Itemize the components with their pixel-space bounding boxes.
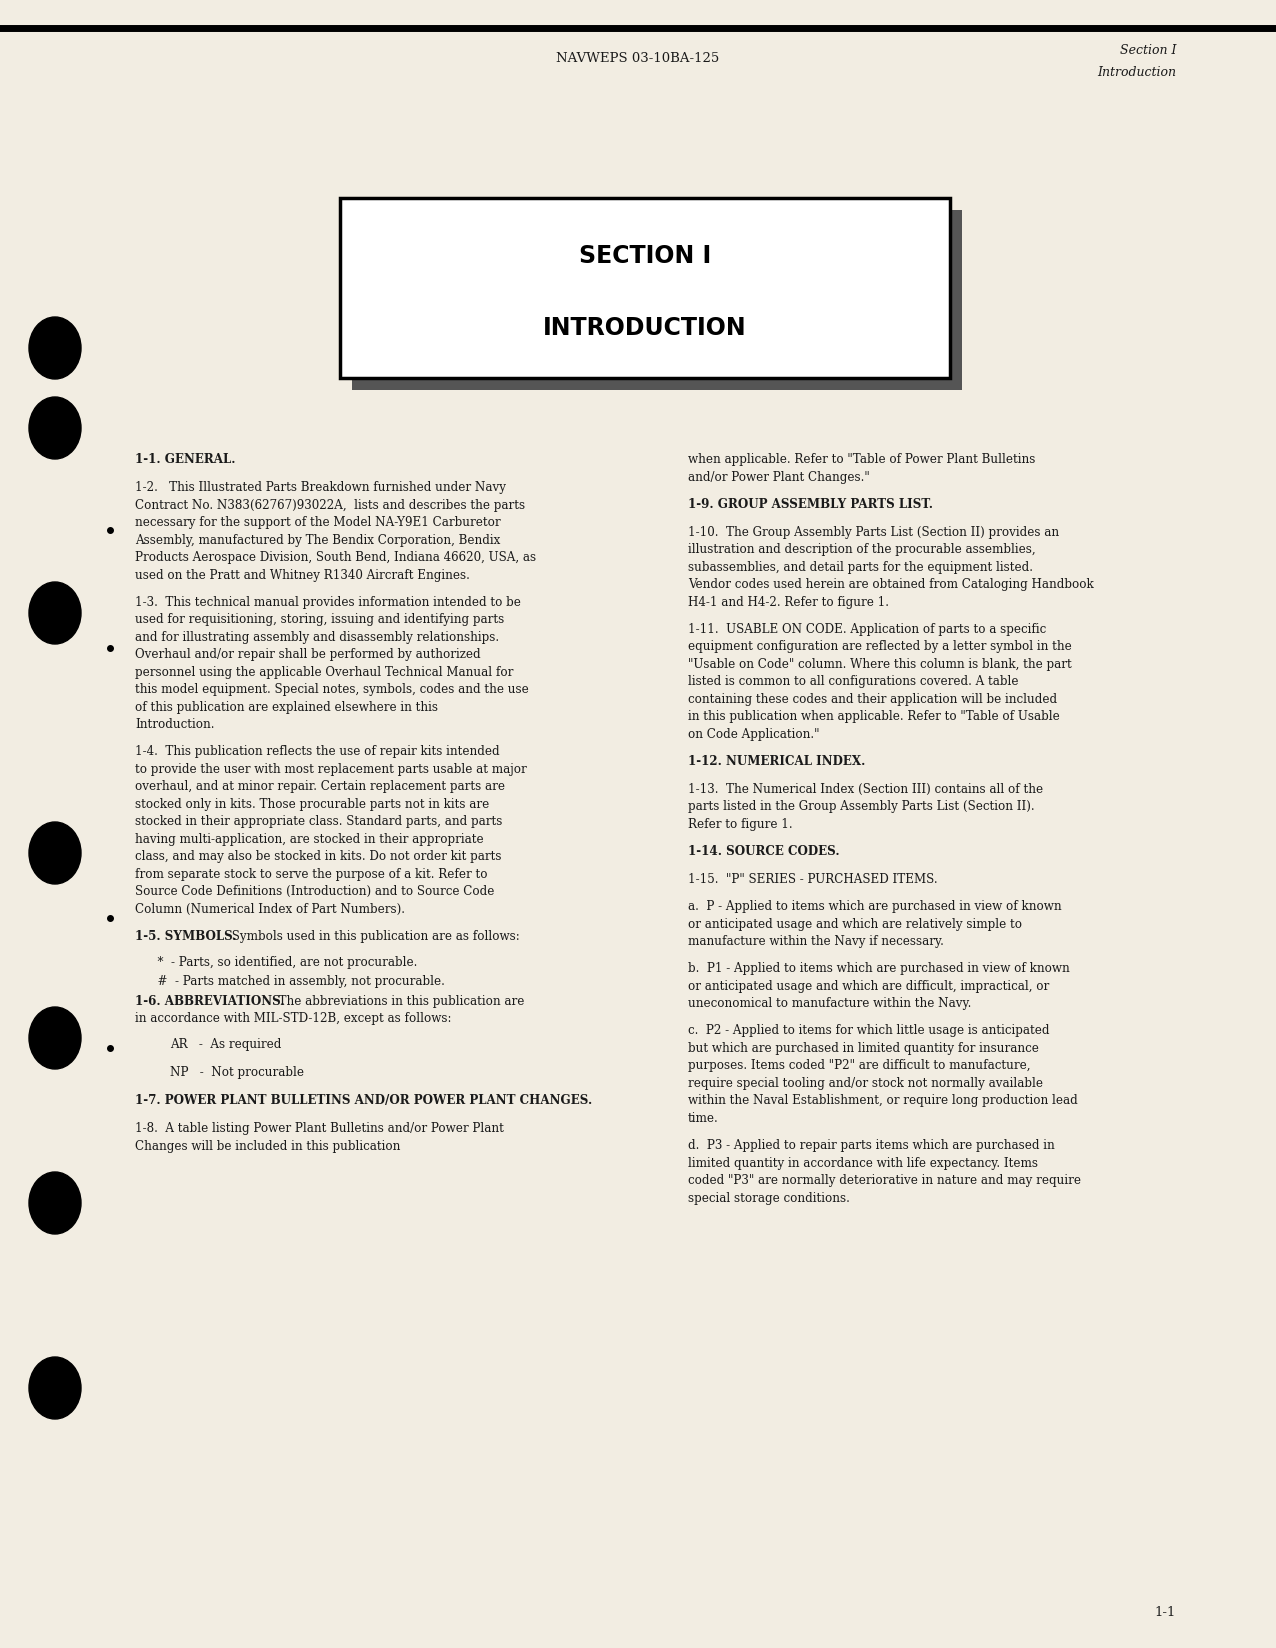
Text: 1-14. SOURCE CODES.: 1-14. SOURCE CODES.	[688, 845, 840, 859]
Text: 1-12. NUMERICAL INDEX.: 1-12. NUMERICAL INDEX.	[688, 755, 865, 768]
Text: Symbols used in this publication are as follows:: Symbols used in this publication are as …	[228, 929, 519, 943]
Text: coded "P3" are normally deteriorative in nature and may require: coded "P3" are normally deteriorative in…	[688, 1173, 1081, 1187]
Text: *  - Parts, so identified, are not procurable.: * - Parts, so identified, are not procur…	[151, 956, 417, 969]
Text: necessary for the support of the Model NA-Y9E1 Carburetor: necessary for the support of the Model N…	[135, 516, 500, 529]
Text: stocked only in kits. Those procurable parts not in kits are: stocked only in kits. Those procurable p…	[135, 798, 489, 811]
Text: 1-1: 1-1	[1155, 1607, 1176, 1620]
Text: overhaul, and at minor repair. Certain replacement parts are: overhaul, and at minor repair. Certain r…	[135, 780, 505, 793]
Text: AR   -  As required: AR - As required	[170, 1038, 282, 1051]
Text: "Usable on Code" column. Where this column is blank, the part: "Usable on Code" column. Where this colu…	[688, 658, 1072, 671]
Text: 1-5. SYMBOLS.: 1-5. SYMBOLS.	[135, 929, 236, 943]
Text: special storage conditions.: special storage conditions.	[688, 1192, 850, 1205]
Text: Introduction.: Introduction.	[135, 719, 214, 732]
Text: having multi-application, are stocked in their appropriate: having multi-application, are stocked in…	[135, 832, 484, 845]
Text: Products Aerospace Division, South Bend, Indiana 46620, USA, as: Products Aerospace Division, South Bend,…	[135, 550, 536, 564]
Text: Contract No. N383(62767)93022A,  lists and describes the parts: Contract No. N383(62767)93022A, lists an…	[135, 498, 526, 511]
Text: d.  P3 - Applied to repair parts items which are purchased in: d. P3 - Applied to repair parts items wh…	[688, 1139, 1055, 1152]
Text: limited quantity in accordance with life expectancy. Items: limited quantity in accordance with life…	[688, 1157, 1037, 1170]
Text: parts listed in the Group Assembly Parts List (Section II).: parts listed in the Group Assembly Parts…	[688, 801, 1035, 814]
Text: to provide the user with most replacement parts usable at major: to provide the user with most replacemen…	[135, 763, 527, 776]
Text: listed is common to all configurations covered. A table: listed is common to all configurations c…	[688, 676, 1018, 689]
Text: subassemblies, and detail parts for the equipment listed.: subassemblies, and detail parts for the …	[688, 560, 1034, 574]
Text: INTRODUCTION: INTRODUCTION	[544, 316, 746, 339]
Text: personnel using the applicable Overhaul Technical Manual for: personnel using the applicable Overhaul …	[135, 666, 513, 679]
Text: 1-15.  "P" SERIES - PURCHASED ITEMS.: 1-15. "P" SERIES - PURCHASED ITEMS.	[688, 873, 938, 887]
Text: class, and may also be stocked in kits. Do not order kit parts: class, and may also be stocked in kits. …	[135, 850, 501, 864]
Text: illustration and description of the procurable assemblies,: illustration and description of the proc…	[688, 544, 1036, 555]
Text: #  - Parts matched in assembly, not procurable.: # - Parts matched in assembly, not procu…	[151, 976, 445, 989]
Text: in this publication when applicable. Refer to "Table of Usable: in this publication when applicable. Ref…	[688, 710, 1060, 723]
Text: manufacture within the Navy if necessary.: manufacture within the Navy if necessary…	[688, 934, 944, 948]
Text: 1-3.  This technical manual provides information intended to be: 1-3. This technical manual provides info…	[135, 595, 521, 608]
Text: used on the Pratt and Whitney R1340 Aircraft Engines.: used on the Pratt and Whitney R1340 Airc…	[135, 569, 470, 582]
Text: 1-10.  The Group Assembly Parts List (Section II) provides an: 1-10. The Group Assembly Parts List (Sec…	[688, 526, 1059, 539]
Text: Vendor codes used herein are obtained from Cataloging Handbook: Vendor codes used herein are obtained fr…	[688, 578, 1094, 592]
Ellipse shape	[29, 822, 80, 883]
Text: or anticipated usage and which are difficult, impractical, or: or anticipated usage and which are diffi…	[688, 981, 1049, 992]
Ellipse shape	[29, 1172, 80, 1234]
Text: 1-8.  A table listing Power Plant Bulletins and/or Power Plant: 1-8. A table listing Power Plant Bulleti…	[135, 1122, 504, 1135]
Text: in accordance with MIL-STD-12B, except as follows:: in accordance with MIL-STD-12B, except a…	[135, 1012, 452, 1025]
Text: 1-2.   This Illustrated Parts Breakdown furnished under Navy: 1-2. This Illustrated Parts Breakdown fu…	[135, 481, 507, 494]
Text: Column (Numerical Index of Part Numbers).: Column (Numerical Index of Part Numbers)…	[135, 903, 404, 916]
Text: this model equipment. Special notes, symbols, codes and the use: this model equipment. Special notes, sym…	[135, 684, 528, 695]
Text: 1-1. GENERAL.: 1-1. GENERAL.	[135, 453, 236, 466]
Text: containing these codes and their application will be included: containing these codes and their applica…	[688, 692, 1057, 705]
Text: SECTION I: SECTION I	[579, 244, 711, 267]
Ellipse shape	[29, 582, 80, 644]
Ellipse shape	[29, 1356, 80, 1419]
Text: purposes. Items coded "P2" are difficult to manufacture,: purposes. Items coded "P2" are difficult…	[688, 1060, 1031, 1073]
Text: of this publication are explained elsewhere in this: of this publication are explained elsewh…	[135, 700, 438, 714]
Text: 1-7. POWER PLANT BULLETINS AND/OR POWER PLANT CHANGES.: 1-7. POWER PLANT BULLETINS AND/OR POWER …	[135, 1094, 592, 1107]
Text: Introduction: Introduction	[1097, 66, 1176, 79]
Text: Section I: Section I	[1119, 43, 1176, 56]
Text: but which are purchased in limited quantity for insurance: but which are purchased in limited quant…	[688, 1042, 1039, 1055]
Text: stocked in their appropriate class. Standard parts, and parts: stocked in their appropriate class. Stan…	[135, 816, 503, 829]
Text: c.  P2 - Applied to items for which little usage is anticipated: c. P2 - Applied to items for which littl…	[688, 1025, 1049, 1037]
Text: time.: time.	[688, 1112, 718, 1126]
Ellipse shape	[29, 397, 80, 460]
Text: Changes will be included in this publication: Changes will be included in this publica…	[135, 1140, 401, 1154]
Text: used for requisitioning, storing, issuing and identifying parts: used for requisitioning, storing, issuin…	[135, 613, 504, 626]
Text: Refer to figure 1.: Refer to figure 1.	[688, 817, 792, 831]
Text: when applicable. Refer to "Table of Power Plant Bulletins: when applicable. Refer to "Table of Powe…	[688, 453, 1035, 466]
Text: require special tooling and/or stock not normally available: require special tooling and/or stock not…	[688, 1076, 1042, 1089]
Bar	[339, 198, 951, 377]
Text: 1-4.  This publication reflects the use of repair kits intended: 1-4. This publication reflects the use o…	[135, 745, 500, 758]
Text: and/or Power Plant Changes.": and/or Power Plant Changes."	[688, 470, 870, 483]
Ellipse shape	[29, 316, 80, 379]
Text: NAVWEPS 03-10BA-125: NAVWEPS 03-10BA-125	[556, 51, 720, 64]
Text: a.  P - Applied to items which are purchased in view of known: a. P - Applied to items which are purcha…	[688, 900, 1062, 913]
Text: NP   -  Not procurable: NP - Not procurable	[170, 1066, 304, 1079]
Ellipse shape	[29, 1007, 80, 1070]
Text: and for illustrating assembly and disassembly relationships.: and for illustrating assembly and disass…	[135, 631, 499, 644]
Text: 1-6. ABBREVIATIONS.: 1-6. ABBREVIATIONS.	[135, 995, 285, 1007]
Bar	[352, 209, 962, 391]
Text: Assembly, manufactured by The Bendix Corporation, Bendix: Assembly, manufactured by The Bendix Cor…	[135, 534, 500, 547]
Text: Source Code Definitions (Introduction) and to Source Code: Source Code Definitions (Introduction) a…	[135, 885, 494, 898]
Text: within the Naval Establishment, or require long production lead: within the Naval Establishment, or requi…	[688, 1094, 1078, 1107]
Text: or anticipated usage and which are relatively simple to: or anticipated usage and which are relat…	[688, 918, 1022, 931]
Text: Overhaul and/or repair shall be performed by authorized: Overhaul and/or repair shall be performe…	[135, 648, 481, 661]
Text: on Code Application.": on Code Application."	[688, 728, 819, 740]
Text: equipment configuration are reflected by a letter symbol in the: equipment configuration are reflected by…	[688, 641, 1072, 653]
Text: 1-13.  The Numerical Index (Section III) contains all of the: 1-13. The Numerical Index (Section III) …	[688, 783, 1042, 796]
Text: uneconomical to manufacture within the Navy.: uneconomical to manufacture within the N…	[688, 997, 971, 1010]
Text: from separate stock to serve the purpose of a kit. Refer to: from separate stock to serve the purpose…	[135, 868, 487, 880]
Text: 1-9. GROUP ASSEMBLY PARTS LIST.: 1-9. GROUP ASSEMBLY PARTS LIST.	[688, 498, 933, 511]
Text: The abbreviations in this publication are: The abbreviations in this publication ar…	[271, 995, 524, 1007]
Text: b.  P1 - Applied to items which are purchased in view of known: b. P1 - Applied to items which are purch…	[688, 962, 1069, 976]
Text: H4-1 and H4-2. Refer to figure 1.: H4-1 and H4-2. Refer to figure 1.	[688, 595, 889, 608]
Text: 1-11.  USABLE ON CODE. Application of parts to a specific: 1-11. USABLE ON CODE. Application of par…	[688, 623, 1046, 636]
